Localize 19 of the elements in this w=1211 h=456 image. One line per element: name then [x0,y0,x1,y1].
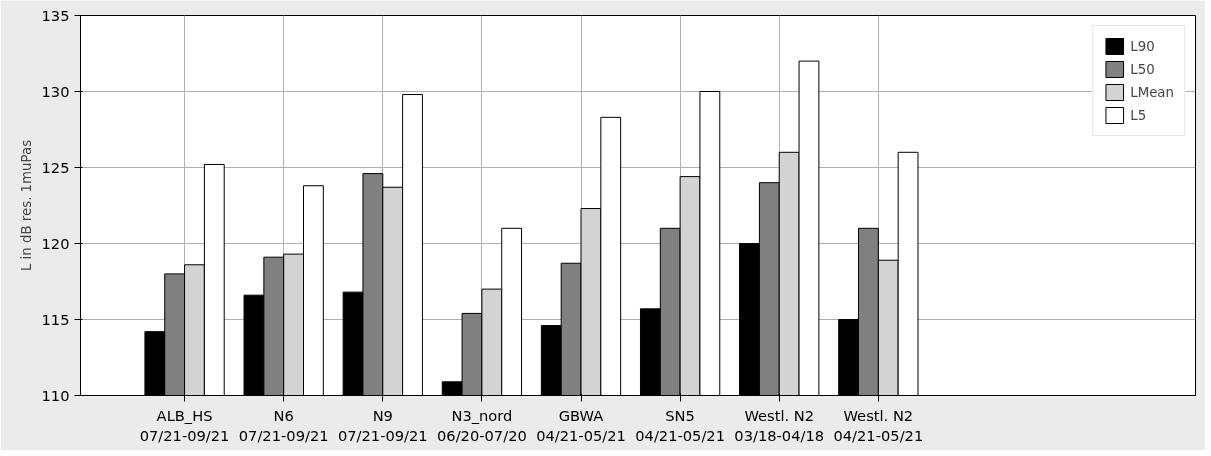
legend-label: L90 [1130,38,1155,54]
x-tick-label: Westl. N2 03/18-04/18 [734,406,825,444]
y-tick-label: 120 [41,234,70,252]
x-tick-label: GBWA 04/21-05/21 [536,406,626,444]
x-tick-label: ALB_HS 07/21-09/21 [139,406,230,444]
x-tick-label: N6 07/21-09/21 [238,406,329,444]
legend-label: LMean [1130,84,1174,100]
x-tick-label: SN5 04/21-05/21 [635,406,726,444]
x-tick-label: N3_nord 06/20-07/20 [437,406,527,444]
y-tick-label: 115 [41,310,70,328]
y-axis-title: L in dB res. 1muPas [18,139,34,272]
y-tick-label: 130 [41,82,70,100]
legend-label: L5 [1130,107,1148,123]
x-tick-label: Westl. N2 04/21-05/21 [833,406,924,444]
y-tick-label: 135 [41,6,70,24]
x-tick-label: N9 07/21-09/21 [337,406,428,444]
legend-label: L50 [1130,61,1155,77]
y-tick-label: 125 [41,158,70,176]
y-tick-label: 110 [41,386,70,404]
